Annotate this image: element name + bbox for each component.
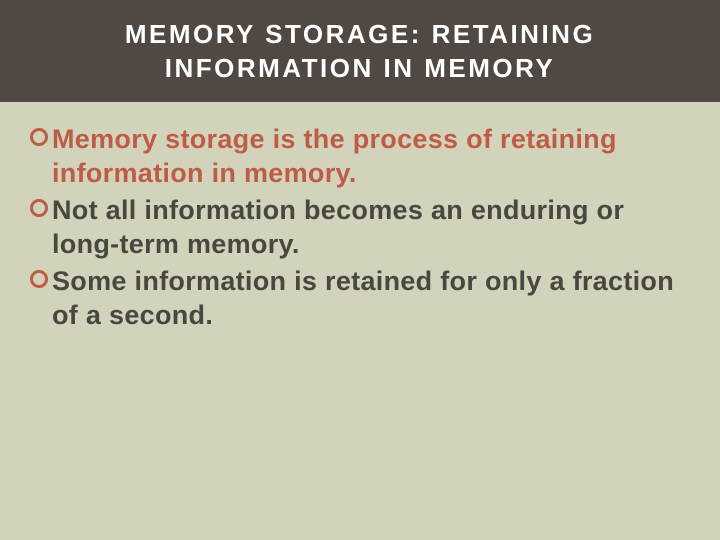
bullet-lead: Memory storage (52, 124, 265, 154)
bullet-ring-icon (30, 270, 48, 288)
slide: MEMORY STORAGE: RETAINING INFORMATION IN… (0, 0, 720, 540)
bullet-ring-icon (30, 199, 48, 217)
header-line-2: INFORMATION IN MEMORY (20, 52, 700, 86)
bullet-rest: Not all information becomes an enduring … (52, 195, 624, 260)
bullet-text: Not all information becomes an enduring … (52, 193, 690, 262)
bullet-text: Some information is retained for only a … (52, 264, 690, 333)
header-line-1: MEMORY STORAGE: RETAINING (20, 18, 700, 52)
bullet-item: Some information is retained for only a … (30, 264, 690, 333)
bullet-item: Not all information becomes an enduring … (30, 193, 690, 262)
bullet-item: Memory storage is the process of retaini… (30, 122, 690, 191)
bullet-rest: Some information is retained for only a … (52, 266, 674, 331)
bullet-text: Memory storage is the process of retaini… (52, 122, 690, 191)
bullet-ring-icon (30, 128, 48, 146)
slide-header: MEMORY STORAGE: RETAINING INFORMATION IN… (0, 0, 720, 102)
slide-content: Memory storage is the process of retaini… (0, 102, 720, 540)
